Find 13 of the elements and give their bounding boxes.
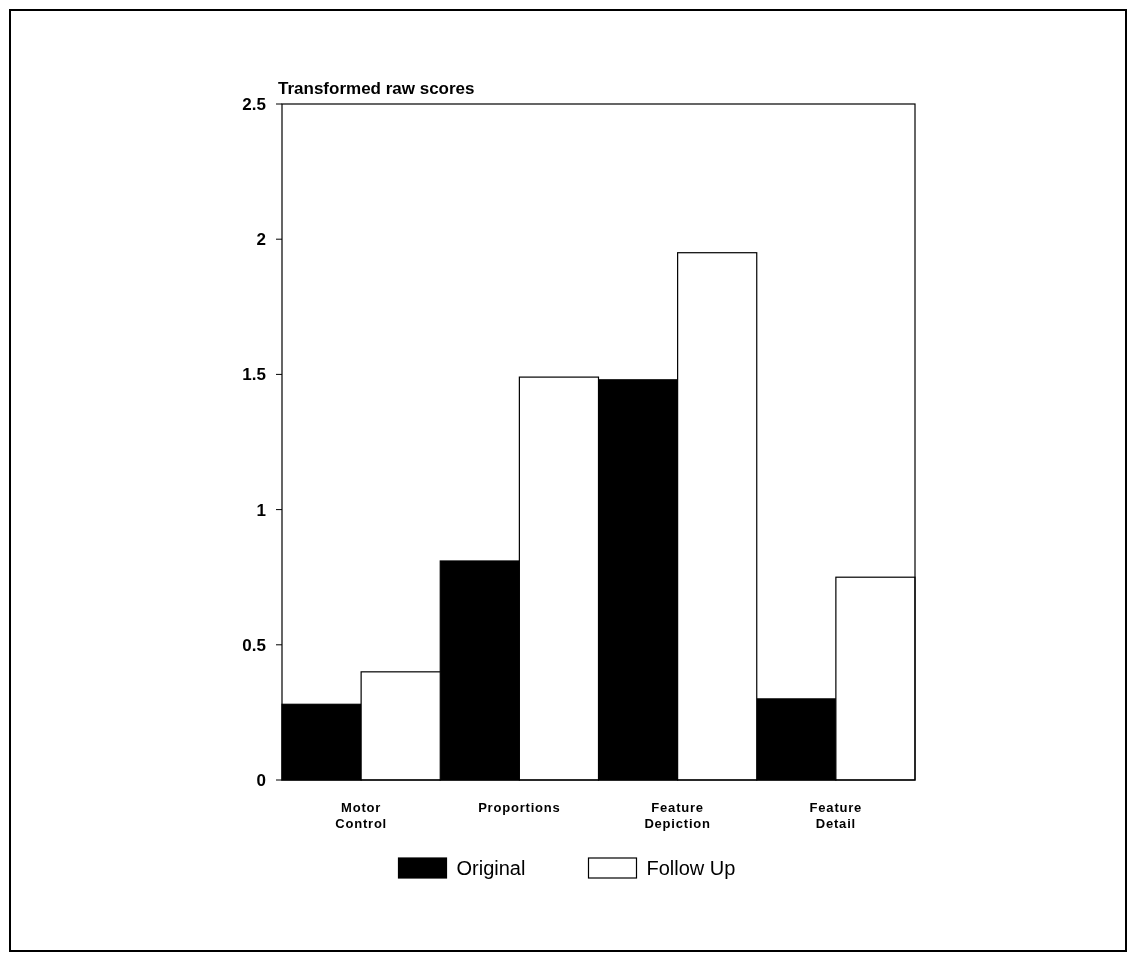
y-axis-title: Transformed raw scores [278, 79, 475, 98]
y-tick-label: 0 [256, 770, 266, 790]
y-tick-label: 1.5 [242, 365, 266, 385]
x-tick-label: Feature Depiction [644, 800, 711, 831]
legend-label: Original [456, 857, 526, 879]
y-tick-label: 0.5 [242, 635, 266, 655]
y-tick-label: 1 [256, 500, 266, 520]
y-tick-label: 2.5 [242, 94, 266, 114]
y-tick-label: 2 [256, 230, 266, 250]
x-tick-label: Proportions [478, 800, 561, 815]
x-tick-label: Feature Detail [809, 800, 863, 831]
x-tick-label: Motor Control [335, 800, 388, 831]
legend-label: Follow Up [646, 857, 736, 879]
